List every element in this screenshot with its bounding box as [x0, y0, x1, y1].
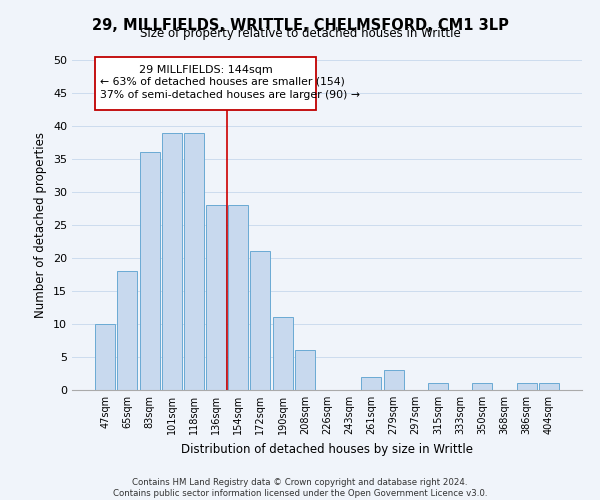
- Bar: [295, 350, 315, 390]
- Bar: [428, 384, 448, 390]
- Y-axis label: Number of detached properties: Number of detached properties: [34, 132, 47, 318]
- X-axis label: Distribution of detached houses by size in Writtle: Distribution of detached houses by size …: [181, 442, 473, 456]
- Bar: [272, 318, 293, 390]
- Bar: [95, 56, 316, 110]
- Text: 37% of semi-detached houses are larger (90) →: 37% of semi-detached houses are larger (…: [100, 90, 359, 100]
- Text: ← 63% of detached houses are smaller (154): ← 63% of detached houses are smaller (15…: [100, 76, 344, 86]
- Bar: [361, 377, 382, 390]
- Bar: [184, 132, 204, 390]
- Bar: [162, 132, 182, 390]
- Bar: [539, 384, 559, 390]
- Bar: [383, 370, 404, 390]
- Bar: [517, 384, 536, 390]
- Bar: [95, 324, 115, 390]
- Text: 29 MILLFIELDS: 144sqm: 29 MILLFIELDS: 144sqm: [139, 66, 272, 76]
- Bar: [118, 271, 137, 390]
- Text: 29, MILLFIELDS, WRITTLE, CHELMSFORD, CM1 3LP: 29, MILLFIELDS, WRITTLE, CHELMSFORD, CM1…: [92, 18, 508, 32]
- Bar: [140, 152, 160, 390]
- Bar: [472, 384, 492, 390]
- Bar: [228, 205, 248, 390]
- Text: Contains HM Land Registry data © Crown copyright and database right 2024.
Contai: Contains HM Land Registry data © Crown c…: [113, 478, 487, 498]
- Text: Size of property relative to detached houses in Writtle: Size of property relative to detached ho…: [140, 28, 460, 40]
- Bar: [206, 205, 226, 390]
- Bar: [250, 252, 271, 390]
